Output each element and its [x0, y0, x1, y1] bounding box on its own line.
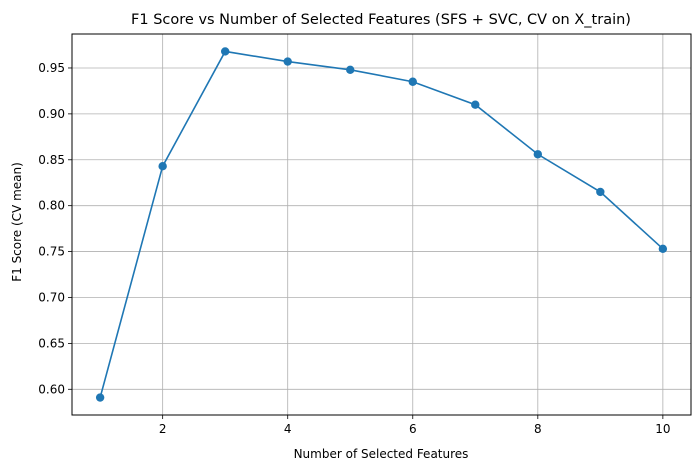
x-tick-label-8: 8 [534, 422, 542, 436]
y-tick-label-0.70: 0.70 [38, 290, 65, 304]
data-point-8 [533, 150, 543, 159]
y-tick-label-0.90: 0.90 [38, 107, 65, 121]
data-point-5 [346, 65, 355, 75]
data-point-2 [158, 162, 167, 171]
x-tick-label-10: 10 [655, 422, 670, 436]
y-tick-label-0.95: 0.95 [38, 61, 65, 75]
chart-title: F1 Score vs Number of Selected Features … [131, 12, 631, 28]
data-point-9 [596, 187, 605, 197]
x-tick-label-2: 2 [159, 422, 167, 436]
series [95, 47, 668, 402]
data-point-6 [408, 77, 417, 86]
tick-labels: 2 4 6 8 10 0.60 0.65 0.70 0.75 0.80 0.85 0.90 0.95 [38, 61, 670, 436]
data-point-1 [95, 393, 105, 402]
y-tick-label-0.80: 0.80 [38, 199, 65, 213]
data-point-4 [283, 57, 292, 66]
data-point-7 [471, 100, 480, 109]
y-axis-label: F1 Score (CV mean) [10, 162, 24, 282]
y-tick-label-0.60: 0.60 [38, 382, 65, 396]
x-tick-label-6: 6 [409, 422, 417, 436]
axes [71, 33, 692, 416]
series-line-0 [99, 50, 664, 398]
y-tick-label-0.75: 0.75 [38, 245, 65, 259]
data-point-10 [658, 244, 668, 254]
y-tick-label-0.85: 0.85 [38, 153, 65, 167]
grid [72, 34, 691, 415]
plot-frame [71, 33, 692, 416]
y-tick-label-0.65: 0.65 [38, 336, 65, 350]
data-point-3 [220, 47, 230, 56]
x-tick-label-4: 4 [284, 422, 292, 436]
x-axis-label: Number of Selected Features [294, 447, 469, 461]
